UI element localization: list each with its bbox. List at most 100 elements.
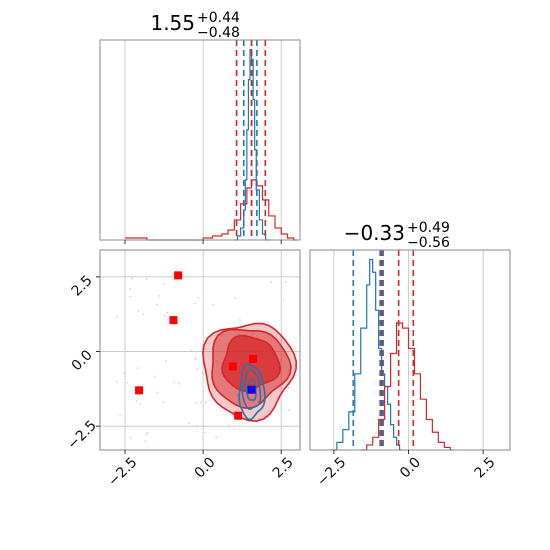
scatter-point (194, 358, 196, 361)
scatter-point (139, 403, 142, 406)
scatter-point (136, 367, 139, 370)
scatter-point (234, 297, 237, 300)
scatter-point (116, 315, 119, 318)
grid-lines (333, 250, 484, 450)
scatter-point (130, 277, 133, 280)
scatter-point (215, 436, 218, 438)
red-square-marker (228, 362, 237, 371)
scatter-point (287, 409, 290, 411)
x-tick-label: −2.5 (105, 454, 140, 489)
red-square-marker (249, 354, 258, 363)
scatter-point (195, 401, 198, 404)
contour-panel: −2.5 0.0 2.5 −2.5 0.0 2.5 (65, 249, 301, 490)
scatter-point (163, 283, 165, 285)
scatter-point (195, 357, 197, 359)
x-ticks (124, 240, 282, 244)
scatter-point (144, 439, 147, 442)
scatter-point (287, 386, 290, 389)
panel-title-value: 1.55 (150, 11, 195, 35)
scatter-point (227, 425, 230, 428)
scatter-point (204, 431, 207, 434)
y-tick-label: 2.5 (69, 273, 96, 300)
scatter-point (205, 401, 207, 404)
histogram-series (125, 48, 297, 241)
square-markers (135, 271, 258, 420)
scatter-point (146, 431, 149, 434)
histogram-step-line (330, 258, 403, 451)
x-tick-label: 0.0 (397, 454, 424, 481)
scatter-point (115, 381, 118, 383)
quantile-lines (235, 40, 267, 240)
scatter-point (194, 302, 197, 305)
scatter-point (200, 401, 202, 404)
scatter-point (156, 303, 159, 306)
blue-contour (238, 363, 266, 421)
scatter-point (190, 349, 193, 352)
scatter-point (123, 372, 126, 375)
scatter-point (258, 417, 260, 420)
x-tick-label: 2.5 (270, 454, 297, 481)
axes-frame (99, 249, 301, 451)
axes-frame (309, 249, 511, 451)
scatter-point (142, 313, 145, 316)
scatter-point (212, 303, 214, 306)
panel-title-lower-error: −0.56 (407, 235, 450, 251)
histogram-series (330, 258, 454, 451)
red-square-marker (234, 411, 243, 420)
scatter-point (187, 422, 190, 425)
red-square-marker (169, 316, 178, 325)
scatter-point (173, 381, 176, 384)
scatter-point (233, 427, 236, 430)
scatter-point (267, 416, 270, 419)
scatter-point (166, 311, 169, 314)
quantile-lines (352, 250, 415, 450)
scatter-point (197, 296, 200, 299)
scatter-point (270, 281, 273, 283)
panel-title-lower-error: −0.48 (197, 25, 240, 41)
scatter-point (282, 298, 285, 301)
histogram-step-line (234, 48, 269, 241)
scatter-point (165, 359, 168, 362)
panel-title-upper-error: +0.49 (407, 220, 450, 236)
histogram-step-line (125, 179, 297, 241)
scatter-point (162, 401, 165, 404)
histogram-step-line (360, 322, 454, 451)
scatter-point (145, 278, 148, 281)
panel-title-value: −0.33 (344, 221, 405, 245)
panel-title-upper-error: +0.44 (197, 10, 240, 26)
scatter-point (137, 309, 140, 312)
histogram-panel-param2: −2.5 0.0 2.5 −0.33 +0.49 −0.56 (309, 220, 511, 490)
scatter-point (128, 295, 131, 298)
scatter-point (129, 288, 131, 290)
scatter-point (129, 436, 132, 439)
scatter-point (239, 319, 241, 321)
scatter-point (157, 294, 160, 297)
scatter-point (201, 372, 204, 374)
red-square-marker (174, 271, 183, 280)
scatter-point (163, 314, 166, 317)
grid-lines (124, 40, 282, 240)
blue-contour (241, 368, 262, 410)
scatter-point (119, 414, 121, 417)
x-tick-label: 0.0 (192, 454, 219, 481)
x-tick-label: −2.5 (314, 454, 349, 489)
blue-contour (245, 378, 257, 401)
scatter-point (178, 382, 181, 385)
scatter-point (196, 425, 199, 428)
histogram-panel-param1: 1.55 +0.44 −0.48 (99, 10, 301, 244)
y-tick-label: 0.0 (69, 347, 96, 374)
scatter-point (135, 400, 138, 402)
axes-frame (99, 39, 301, 241)
x-tick-label: 2.5 (472, 454, 499, 481)
red-contours (202, 322, 298, 423)
scatter-point (126, 381, 129, 384)
scatter-point (145, 434, 148, 436)
scatter-point (196, 368, 199, 370)
scatter-point (153, 375, 156, 378)
x-ticks: −2.5 0.0 2.5 (314, 450, 499, 490)
scatter-point (284, 280, 287, 283)
blue-contours (238, 363, 266, 421)
red-square-marker (135, 386, 144, 395)
y-tick-label: −2.5 (65, 418, 100, 453)
blue-square-marker (247, 385, 256, 394)
